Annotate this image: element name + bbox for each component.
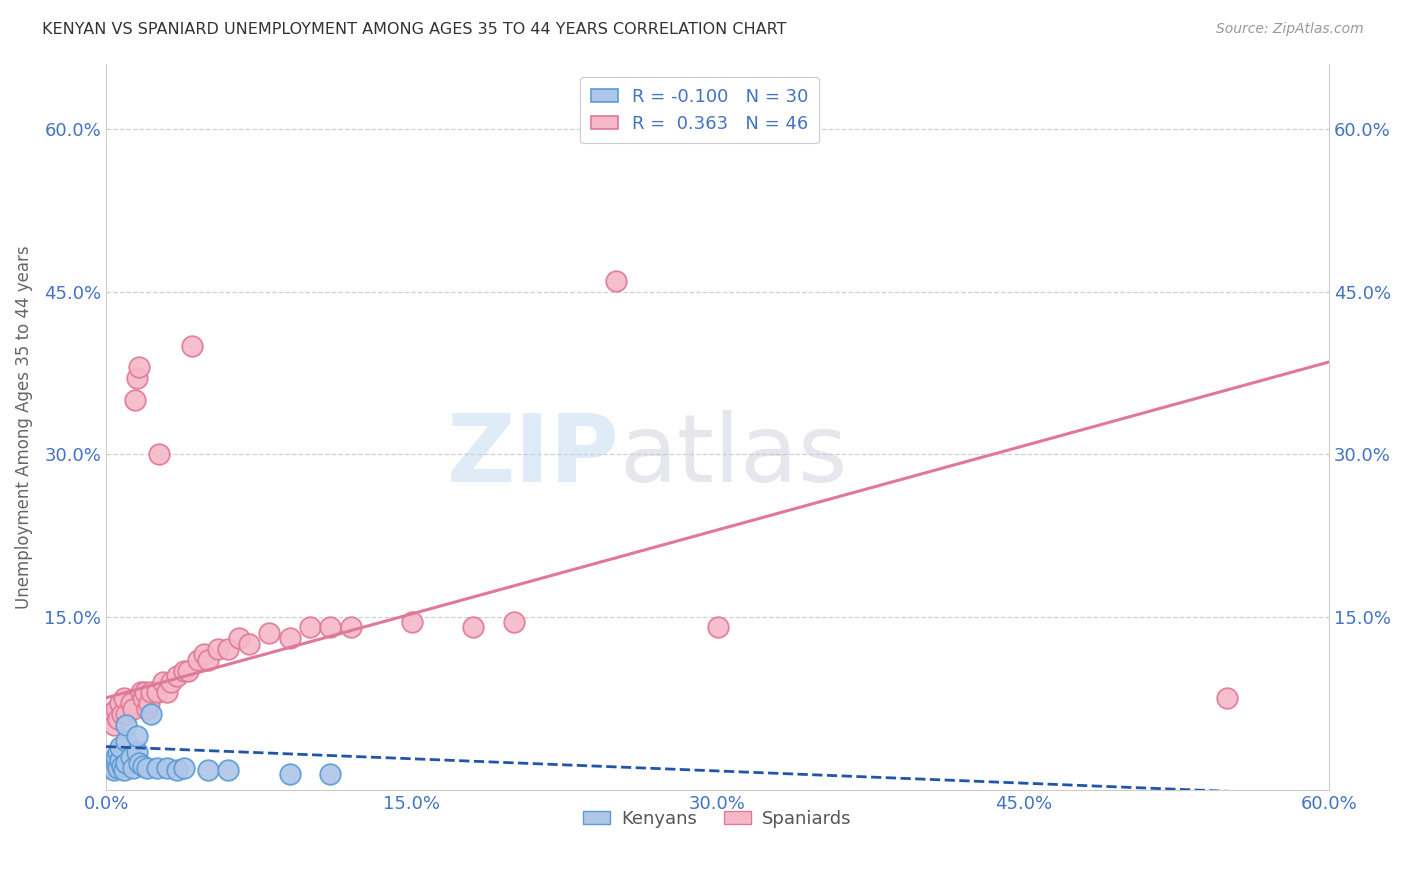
Point: [125, 745, 148, 759]
Point: [110, 696, 132, 710]
Point: [107, 713, 129, 727]
Point: [115, 718, 138, 732]
Point: [114, 764, 136, 778]
Point: [111, 707, 134, 722]
Point: [125, 729, 148, 743]
Point: [115, 734, 138, 748]
Point: [193, 648, 215, 662]
Point: [152, 674, 174, 689]
Point: [173, 761, 195, 775]
Point: [197, 653, 219, 667]
Point: [217, 642, 239, 657]
Point: [125, 371, 148, 385]
Point: [115, 707, 138, 722]
Point: [105, 701, 128, 715]
Point: [121, 701, 143, 715]
Point: [180, 339, 202, 353]
Point: [139, 685, 162, 699]
Point: [135, 701, 157, 715]
Point: [120, 750, 142, 764]
Point: [107, 745, 129, 759]
Point: [110, 739, 132, 754]
Point: [146, 761, 169, 775]
Point: [278, 766, 301, 780]
Point: [101, 759, 124, 773]
Point: [105, 756, 128, 770]
Point: [138, 696, 160, 710]
Point: [120, 696, 142, 710]
Point: [238, 637, 260, 651]
Point: [173, 664, 195, 678]
Point: [103, 764, 125, 778]
Text: atlas: atlas: [620, 410, 848, 502]
Text: Source: ZipAtlas.com: Source: ZipAtlas.com: [1216, 22, 1364, 37]
Point: [134, 685, 156, 699]
Point: [207, 642, 229, 657]
Point: [197, 764, 219, 778]
Point: [132, 690, 155, 705]
Point: [160, 674, 183, 689]
Point: [114, 690, 136, 705]
Text: KENYAN VS SPANIARD UNEMPLOYMENT AMONG AGES 35 TO 44 YEARS CORRELATION CHART: KENYAN VS SPANIARD UNEMPLOYMENT AMONG AG…: [42, 22, 787, 37]
Point: [298, 620, 321, 634]
Point: [217, 764, 239, 778]
Point: [98, 761, 121, 775]
Point: [98, 707, 121, 722]
Point: [187, 653, 209, 667]
Point: [103, 718, 125, 732]
Point: [319, 766, 342, 780]
Point: [105, 750, 128, 764]
Y-axis label: Unemployment Among Ages 35 to 44 years: Unemployment Among Ages 35 to 44 years: [15, 245, 32, 609]
Point: [156, 685, 179, 699]
Point: [228, 632, 250, 646]
Point: [132, 759, 155, 773]
Point: [257, 625, 280, 640]
Point: [339, 620, 361, 634]
Point: [110, 753, 132, 767]
Legend: Kenyans, Spaniards: Kenyans, Spaniards: [576, 803, 859, 835]
Point: [706, 620, 728, 634]
Point: [148, 447, 170, 461]
Point: [461, 620, 484, 634]
Point: [605, 274, 627, 288]
Point: [401, 615, 423, 629]
Point: [502, 615, 524, 629]
Point: [129, 685, 152, 699]
Point: [107, 761, 129, 775]
Point: [128, 360, 150, 375]
Point: [156, 761, 179, 775]
Point: [124, 392, 146, 407]
Point: [121, 761, 143, 775]
Point: [146, 685, 169, 699]
Point: [176, 664, 198, 678]
Point: [111, 759, 134, 773]
Text: ZIP: ZIP: [447, 410, 620, 502]
Point: [139, 707, 162, 722]
Point: [278, 632, 301, 646]
Point: [166, 764, 188, 778]
Point: [115, 756, 138, 770]
Point: [1216, 690, 1239, 705]
Point: [135, 761, 157, 775]
Point: [319, 620, 342, 634]
Point: [166, 669, 188, 683]
Point: [128, 756, 150, 770]
